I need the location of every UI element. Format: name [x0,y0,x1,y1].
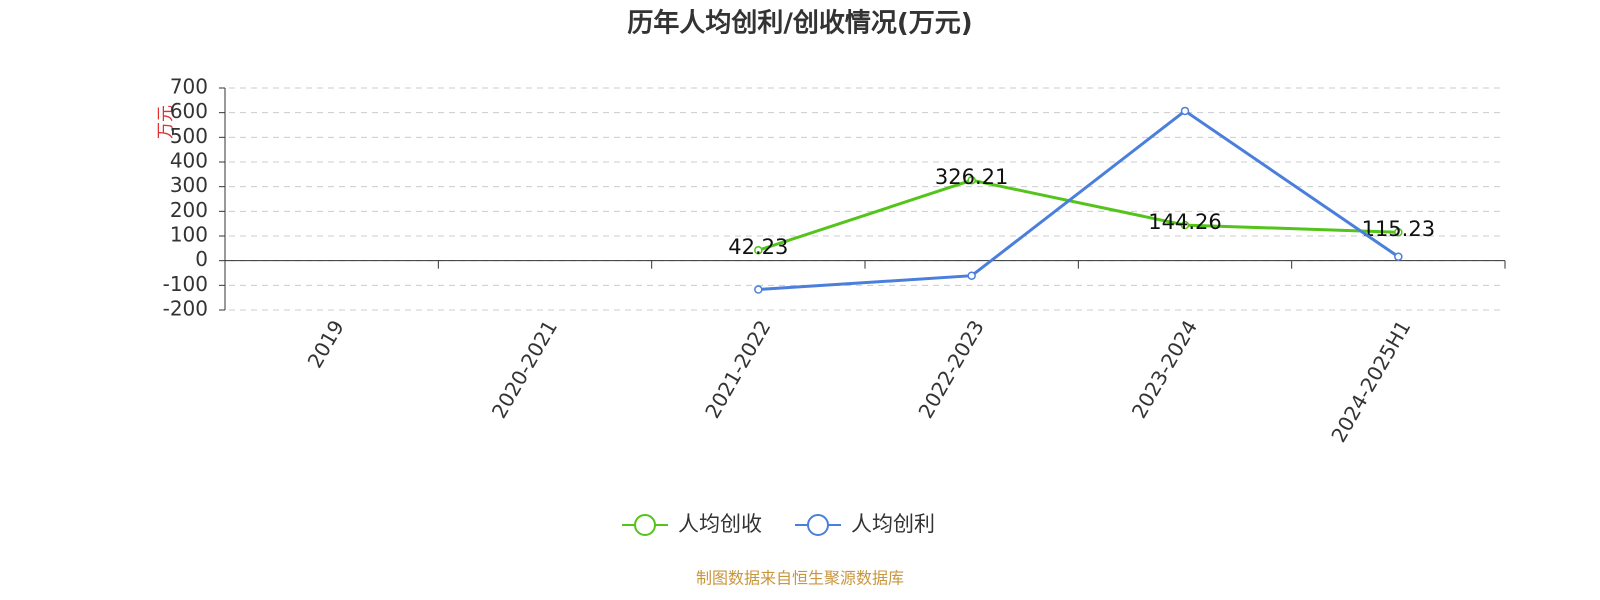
data-label: 144.26 [1148,210,1221,234]
data-point [967,175,976,185]
y-tick-label: -200 [163,297,208,321]
y-tick-label: 300 [170,173,208,197]
y-tick-label: 200 [170,198,208,222]
legend-label: 人均创利 [851,512,935,536]
data-point [1394,227,1403,237]
series-line [757,178,1399,252]
series-line [758,109,1400,292]
y-tick-label: 600 [170,99,208,123]
chart-title: 历年人均创利/创收情况(万元) [627,8,972,39]
y-tick-label: 400 [170,149,208,173]
data-point [754,245,763,255]
x-tick-label: 2022-2023 [913,316,988,422]
data-point [967,271,976,280]
legend-label: 人均创收 [678,512,762,536]
y-axis-label: 万元 [156,105,176,139]
y-tick-label: 700 [170,75,208,99]
data-point [1180,220,1190,230]
y-tick-label: 500 [170,124,208,148]
x-tick-label: 2020-2021 [487,316,562,422]
legend-marker [634,514,656,536]
data-label: 326.21 [935,165,1008,189]
x-tick-label: 2021-2022 [700,316,775,422]
legend-marker [807,514,829,536]
data-point [754,285,763,294]
source-note: 制图数据来自恒生聚源数据库 [696,569,904,588]
y-tick-label: -100 [163,272,208,296]
y-tick-label: 100 [170,223,208,247]
x-tick-label: 2019 [303,316,349,372]
y-tick-label: 0 [195,247,208,271]
x-tick-label: 2023-2024 [1127,316,1202,422]
x-tick-label: 2024-2025H1 [1326,316,1415,446]
data-label: 42.23 [728,235,788,259]
data-point [1180,106,1190,116]
data-label: 115.23 [1362,217,1435,241]
data-point [1394,252,1403,261]
